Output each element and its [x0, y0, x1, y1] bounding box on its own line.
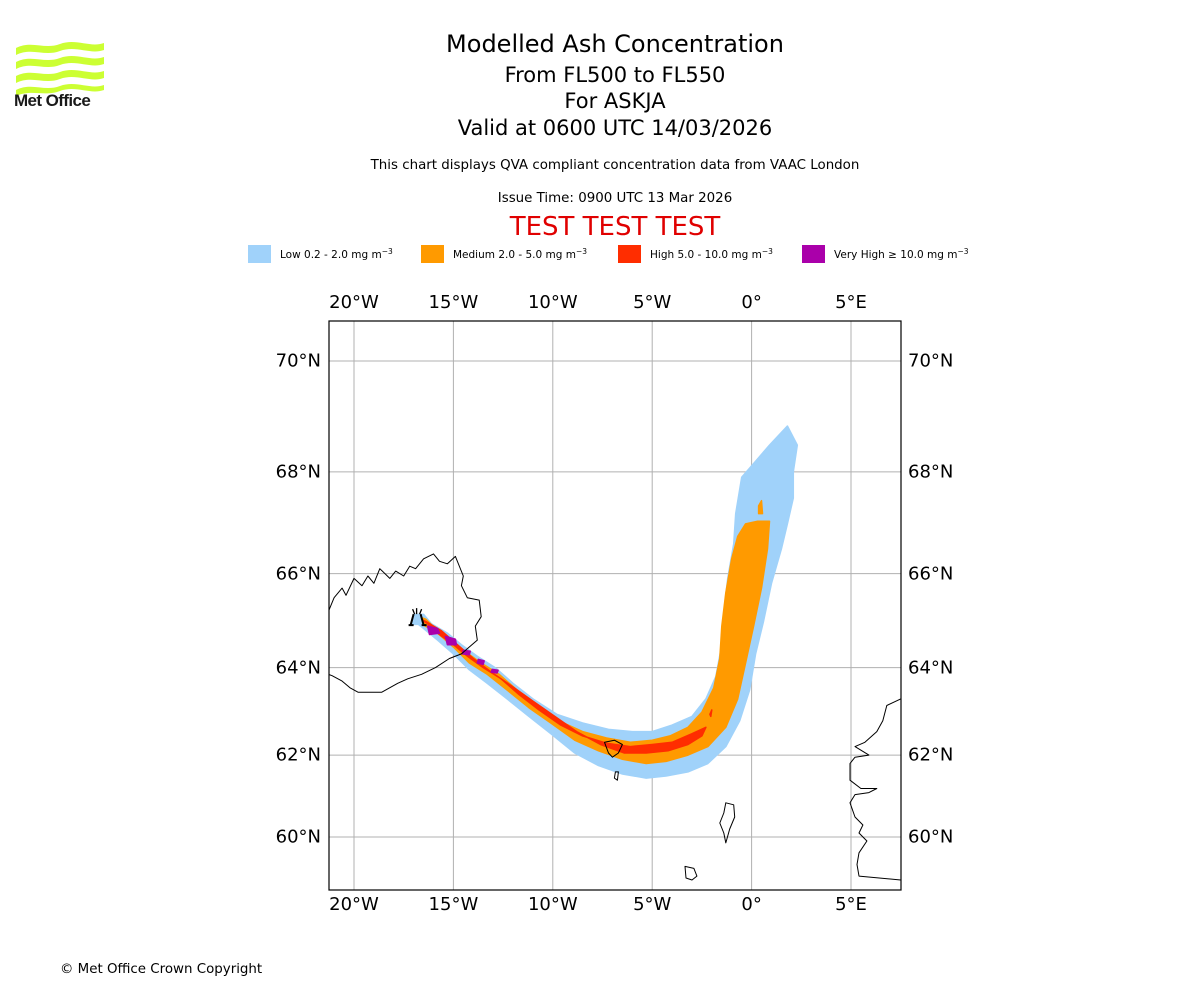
lat-tick-label-left: 68°N	[275, 461, 321, 483]
legend-item-low: Low 0.2 - 2.0 mg m−3	[248, 244, 393, 264]
lat-tick-label-right: 62°N	[908, 744, 954, 766]
legend-swatch-very-high	[802, 245, 825, 263]
lon-tick-label-top: 20°W	[329, 292, 379, 313]
graticule	[329, 321, 901, 890]
lat-tick-label-left: 66°N	[275, 563, 321, 585]
ash-contour-high	[709, 709, 713, 718]
flight-level-range: From FL500 to FL550	[504, 63, 726, 87]
ash-contour-very-high	[476, 658, 485, 666]
lon-tick-label-bottom: 10°W	[527, 894, 578, 915]
legend-item-high: High 5.0 - 10.0 mg m−3	[618, 244, 773, 264]
lon-tick-label-bottom: 20°W	[329, 894, 379, 915]
coastline-shetland	[719, 802, 736, 844]
valid-time: Valid at 0600 UTC 14/03/2026	[457, 116, 773, 140]
legend-label-very-high: Very High ≥ 10.0 mg m−3	[834, 247, 969, 261]
legend-label-low: Low 0.2 - 2.0 mg m−3	[280, 247, 393, 261]
lon-tick-label-top: 5°W	[633, 292, 672, 313]
lon-tick-label-top: 5°E	[835, 292, 867, 313]
met-office-logo-text: Met Office	[14, 91, 91, 110]
ash-contour-high	[419, 618, 707, 754]
ash-contour-medium	[757, 499, 764, 515]
coastline-faroe-islands	[604, 739, 623, 758]
volcano-marker	[408, 608, 427, 627]
chart-subtitle: This chart displays QVA compliant concen…	[370, 158, 860, 173]
copyright-notice: © Met Office Crown Copyright	[60, 962, 263, 977]
lat-tick-label-left: 60°N	[275, 826, 321, 848]
volcano-icon	[408, 608, 427, 627]
coastline-iceland	[329, 553, 482, 693]
lat-tick-label-left: 70°N	[275, 350, 321, 372]
coastline-suduroy	[613, 771, 619, 781]
met-office-logo-waves-icon	[16, 42, 104, 96]
volcano-name: For ASKJA	[564, 89, 666, 113]
lat-tick-label-left: 64°N	[275, 657, 321, 679]
lon-tick-label-bottom: 0°	[741, 894, 762, 915]
map-frame	[328, 320, 902, 891]
legend-item-medium: Medium 2.0 - 5.0 mg m−3	[421, 244, 587, 264]
coastline-norway	[849, 698, 901, 881]
ash-contour-very-high	[490, 668, 499, 674]
ash-contour-very-high	[444, 635, 458, 646]
lon-tick-label-bottom: 5°W	[633, 894, 672, 915]
lat-tick-label-right: 60°N	[908, 826, 954, 848]
ash-plume	[413, 425, 799, 779]
coastlines	[329, 553, 901, 881]
lon-tick-label-top: 0°	[741, 292, 762, 313]
legend-item-very-high: Very High ≥ 10.0 mg m−3	[802, 244, 969, 264]
coastline-orkney	[684, 865, 698, 881]
legend-swatch-medium	[421, 245, 444, 263]
chart-title: Modelled Ash Concentration	[446, 30, 784, 58]
lon-tick-label-bottom: 5°E	[835, 894, 867, 915]
ash-contour-very-high	[426, 625, 441, 636]
issue-time: Issue Time: 0900 UTC 13 Mar 2026	[497, 191, 733, 206]
lat-tick-label-left: 62°N	[275, 744, 321, 766]
test-banner: TEST TEST TEST	[509, 212, 721, 242]
lat-tick-label-right: 70°N	[908, 350, 954, 372]
lat-tick-label-right: 68°N	[908, 461, 954, 483]
lat-tick-label-right: 64°N	[908, 657, 954, 679]
lon-tick-label-top: 10°W	[527, 292, 578, 313]
legend-label-medium: Medium 2.0 - 5.0 mg m−3	[453, 247, 588, 261]
legend-label-high: High 5.0 - 10.0 mg m−3	[650, 247, 773, 261]
lon-tick-label-bottom: 15°W	[428, 894, 479, 915]
lon-tick-label-top: 15°W	[428, 292, 479, 313]
legend-swatch-high	[618, 245, 641, 263]
legend-swatch-low	[248, 245, 271, 263]
lat-tick-label-right: 66°N	[908, 563, 954, 585]
